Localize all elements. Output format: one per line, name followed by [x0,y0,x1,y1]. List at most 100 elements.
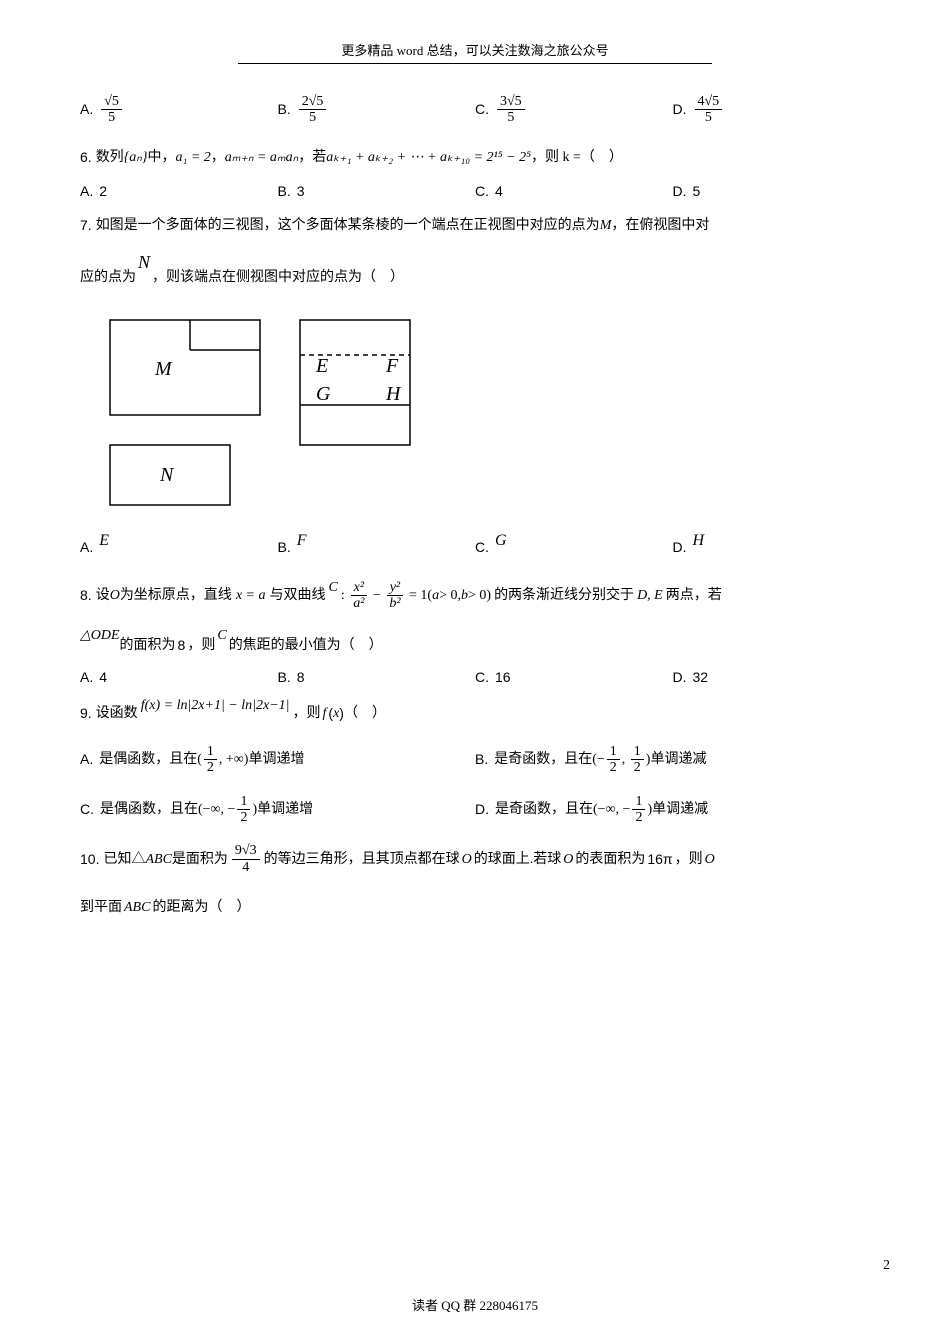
opt-label: A. [80,535,93,560]
opt-label: D. [673,665,687,690]
math: D, E [637,583,663,608]
opt-text: E [99,527,109,556]
opt-label: B. [475,747,488,772]
q7-line1: 7. 如图是一个多面体的三视图，这个多面体某条棱的一个端点在正视图中对应的点为 … [80,212,870,240]
top-view-diagram: N [100,435,240,515]
q5-opt-b: B. 2√55 [278,94,476,126]
text: ，则 [293,701,321,726]
opt-text: 8 [297,665,305,690]
opt-label: C. [475,665,489,690]
q10-line1: 10. 已知△ ABC 是面积为 9√34 的等边三角形，且其顶点都在球 O 的… [80,843,870,875]
side-view-diagram: E F G H [290,310,420,455]
page-number: 2 [883,1258,890,1274]
opt-label: D. [673,535,687,560]
page-header: 更多精品 word 总结，可以关注数海之旅公众号 [238,40,712,64]
opt-label: D. [673,179,687,204]
text: 是偶函数，且在 [100,797,198,822]
text: 的球面上.若球 [474,847,562,872]
label-m: M [154,358,173,380]
text: 是偶函数，且在 [99,747,197,772]
q8-line2: △ODE 的面积为 8 ，则 C 的焦距的最小值为（ ） [80,630,870,658]
text: 设函数 [96,701,138,726]
q-num: 7. [80,213,92,238]
q-num: 6. [80,145,92,170]
math: a₁ = 2 [175,145,210,170]
opt-label: D. [475,797,489,822]
math: aₖ₊₁ + aₖ₊₂ + ⋯ + aₖ₊₁₀ = 2¹⁵ − 2⁵ [326,145,531,170]
math: C [217,623,226,648]
text: ， [211,145,225,170]
opt-label: C. [475,97,489,122]
q5-options: A. √55 B. 2√55 C. 3√55 D. 4√55 [80,94,870,126]
text: 的两条渐近线分别交于 [494,583,634,608]
q7-figures: M N E F G H [100,310,870,515]
text: ，在俯视图中对 [611,213,709,238]
text: 的焦距的最小值为（ ） [229,633,383,658]
opt-label: A. [80,97,93,122]
opt-text: 4 [495,179,503,204]
text: 两点，若 [666,583,722,608]
text: ，则 [675,847,703,872]
frac-den: 4 [239,860,252,875]
text: 应的点为 [80,265,136,290]
opt-label: D. [673,97,687,122]
q9-stem: 9. 设函数 f(x) = ln|2x+1| − ln|2x−1| ，则 f(x… [80,698,870,726]
opt-label: B. [278,535,291,560]
text: ，则 [187,633,215,658]
label-f: F [385,355,399,377]
text: 与双曲线 [269,583,325,608]
math: △ODE [80,623,120,648]
opt-label: A. [80,747,93,772]
math: O [705,847,715,872]
opt-label: C. [475,535,489,560]
text: 为坐标原点，直线 [120,583,232,608]
opt-text: 16 [495,665,511,690]
q5-opt-d: D. 4√55 [673,94,871,126]
opt-text: 2 [99,179,107,204]
math: aₘ₊ₙ = aₘaₙ [225,145,298,170]
text: 如图是一个多面体的三视图，这个多面体某条棱的一个端点在正视图中对应的点为 [96,213,600,238]
q6-stem: 6. 数列 {aₙ} 中， a₁ = 2 ， aₘ₊ₙ = aₘaₙ ，若 aₖ… [80,144,870,172]
text: 单调递增 [257,797,313,822]
math: O [563,847,573,872]
text: ，则 k =（ ） [531,145,623,170]
frac-num: 3√5 [497,94,525,110]
text: 的面积为 [120,633,176,658]
frac-num: 9√3 [232,843,260,859]
q-num: 8. [80,583,92,608]
front-view-diagram: M [100,310,270,425]
text: 已知△ [103,847,145,872]
frac-den: 5 [306,110,319,125]
opt-label: C. [80,797,94,822]
text: （ ） [344,701,386,726]
text: 是奇函数，且在 [494,747,592,772]
text: ，若 [298,145,326,170]
q7-line2: 应的点为 N ，则该端点在侧视图中对应的点为（ ） [80,258,870,290]
q10-line2: 到平面 ABC 的距离为（ ） [80,893,870,921]
math: ABC [145,847,171,872]
math: C [328,575,337,600]
frac-den: 5 [702,110,715,125]
text: 数列 [96,145,124,170]
text: 的等边三角形，且其顶点都在球 [264,847,460,872]
math: f(x) = ln|2x+1| − ln|2x−1| [141,693,290,718]
frac-den: 5 [105,110,118,125]
math: N [138,246,150,278]
text: 的距离为（ ） [152,895,250,920]
q7-options: A.E B.F C.G D.H [80,533,870,562]
math: M [600,213,612,238]
opt-text: G [495,527,507,556]
opt-text: F [297,527,307,556]
label-n: N [159,464,175,486]
opt-text: 32 [693,665,709,690]
opt-label: C. [475,179,489,204]
math: {aₙ} [124,145,148,170]
opt-text: 4 [99,665,107,690]
frac-den: 5 [504,110,517,125]
q5-opt-a: A. √55 [80,94,278,126]
opt-label: A. [80,179,93,204]
q6-options: A.2 B.3 C.4 D.5 [80,178,870,206]
math: O [110,583,120,608]
q-num: 9. [80,701,92,726]
q9-options-row1: A. 是偶函数，且在 (12, +∞) 单调递增 B. 是奇函数，且在 (−12… [80,744,870,776]
